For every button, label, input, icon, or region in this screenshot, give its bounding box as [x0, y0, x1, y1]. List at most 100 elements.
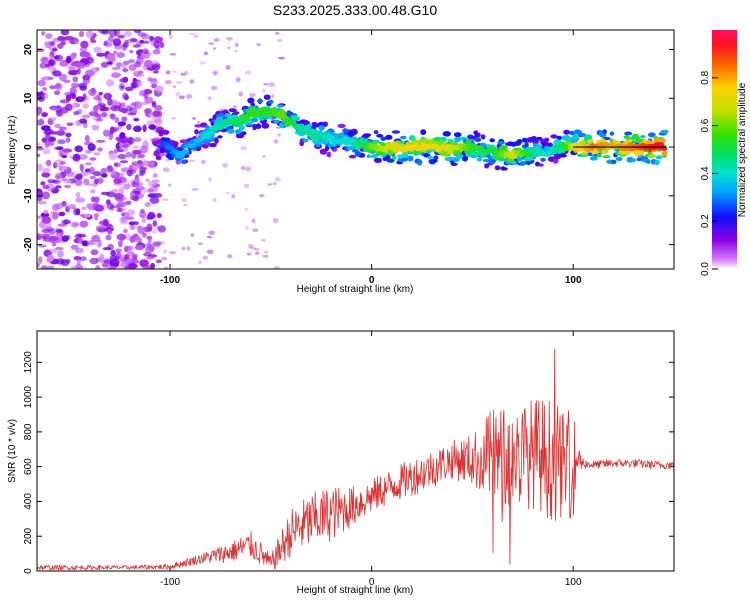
heatmap-cell [602, 129, 607, 135]
heatmap-cell [200, 160, 206, 164]
heatmap-cell [208, 143, 217, 148]
heatmap-cell [143, 91, 149, 99]
heatmap-cell [85, 150, 92, 154]
heatmap-cell [79, 256, 87, 262]
heatmap-cell [65, 94, 72, 102]
heatmap-cell [94, 204, 104, 212]
heatmap-cell [276, 104, 284, 108]
heatmap-cell [139, 166, 147, 174]
heatmap-cell [627, 139, 633, 143]
heatmap-cell [97, 227, 106, 233]
y-tick-label: 10 [23, 92, 34, 104]
heatmap-cell [146, 188, 154, 193]
heatmap-cell [240, 131, 247, 136]
spectrogram-ylabel: Frequency (Hz) [7, 116, 18, 185]
heatmap-cell [111, 66, 121, 71]
heatmap-cell [208, 177, 212, 182]
heatmap-cell [140, 101, 148, 106]
heatmap-cell [521, 137, 528, 143]
heatmap-cell [572, 133, 580, 140]
heatmap-cell [55, 246, 64, 251]
heatmap-cell [214, 137, 219, 144]
heatmap-cell [78, 154, 88, 160]
heatmap-cell [176, 80, 183, 84]
y-tick-label: 1200 [23, 351, 34, 374]
heatmap-cell [86, 203, 93, 209]
heatmap-cell [453, 132, 462, 138]
heatmap-cell [94, 217, 99, 221]
heatmap-cell [110, 265, 116, 269]
heatmap-cell [124, 246, 129, 253]
heatmap-cell [113, 50, 118, 55]
heatmap-cell [259, 193, 265, 198]
heatmap-cell [71, 102, 79, 108]
x-tick-label: 0 [369, 275, 375, 286]
heatmap-cell [133, 125, 142, 133]
heatmap-cell [233, 111, 240, 115]
heatmap-cell [120, 102, 126, 108]
heatmap-cell [186, 246, 191, 251]
heatmap-cell [121, 144, 130, 148]
heatmap-cell [61, 165, 68, 170]
heatmap-cell [37, 234, 42, 241]
heatmap-cell [235, 129, 242, 135]
heatmap-cell [40, 265, 48, 269]
heatmap-cell [76, 62, 86, 69]
heatmap-cell [111, 72, 121, 78]
heatmap-cell [125, 200, 132, 205]
heatmap-cell [96, 52, 106, 57]
heatmap-cell [474, 137, 482, 143]
heatmap-cell [227, 254, 233, 259]
heatmap-cell [540, 157, 546, 162]
heatmap-cell [151, 179, 160, 184]
heatmap-cell [615, 156, 623, 162]
heatmap-cell [183, 204, 188, 207]
heatmap-cell [133, 117, 140, 122]
heatmap-cell [120, 212, 125, 216]
heatmap-cell [142, 124, 147, 133]
heatmap-cell [134, 244, 144, 251]
heatmap-cell [61, 106, 69, 114]
x-tick-label: -100 [160, 577, 180, 588]
heatmap-cell [657, 142, 665, 148]
heatmap-cell [121, 116, 128, 122]
heatmap-cell [70, 53, 77, 59]
heatmap-cell [519, 161, 527, 166]
heatmap-cell [51, 203, 60, 211]
heatmap-cell [147, 211, 156, 220]
heatmap-cell [268, 82, 276, 87]
heatmap-cell [42, 236, 48, 240]
heatmap-cell [118, 107, 125, 113]
heatmap-cell [161, 256, 168, 261]
heatmap-cell [107, 165, 114, 173]
heatmap-cell [373, 130, 379, 135]
heatmap-cell [137, 226, 145, 235]
heatmap-cell [146, 223, 153, 232]
heatmap-cell [225, 192, 230, 194]
heatmap-cell [213, 38, 220, 42]
heatmap-cell [618, 150, 627, 156]
heatmap-cell [54, 159, 64, 167]
heatmap-cell [247, 97, 255, 104]
heatmap-cell [146, 242, 152, 249]
heatmap-cell [126, 123, 132, 131]
heatmap-cell [126, 137, 133, 144]
heatmap-cell [108, 152, 118, 160]
heatmap-cell [74, 179, 83, 186]
heatmap-cell [70, 265, 81, 269]
heatmap-cell [87, 143, 96, 151]
heatmap-cell [272, 218, 279, 223]
heatmap-cell [391, 155, 397, 160]
heatmap-cell [49, 106, 59, 112]
heatmap-cell [342, 128, 349, 134]
heatmap-cell [156, 212, 162, 219]
heatmap-cell [62, 148, 72, 153]
heatmap-cell [199, 61, 206, 65]
heatmap-cell [461, 155, 469, 162]
heatmap-cell [234, 50, 238, 53]
heatmap-cell [661, 150, 668, 156]
heatmap-cell [255, 251, 260, 256]
heatmap-cell [41, 112, 48, 118]
heatmap-cell [56, 110, 64, 117]
